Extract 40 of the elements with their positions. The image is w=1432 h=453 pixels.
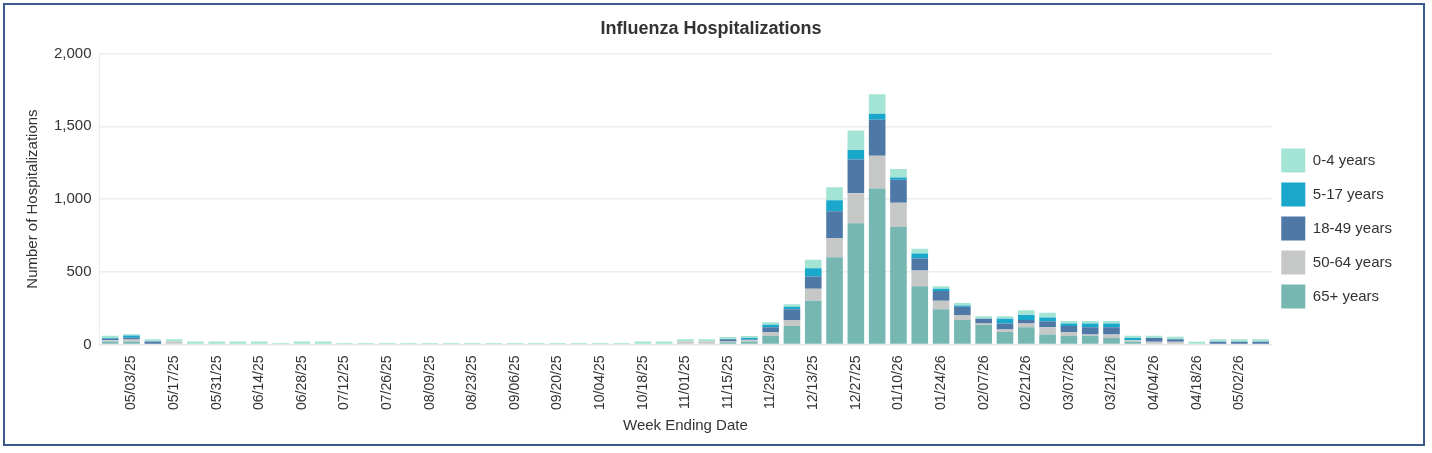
x-tick-label: 04/04/26	[1144, 355, 1161, 410]
x-tick-label: 01/24/26	[931, 355, 948, 410]
x-tick-label: 12/13/25	[804, 355, 821, 410]
x-tick-label: 08/09/25	[420, 355, 437, 410]
x-tick-label: 11/01/25	[676, 355, 693, 409]
x-tick-label: 09/06/25	[505, 355, 522, 410]
y-tick-label: 0	[83, 334, 92, 352]
x-tick-label: 09/20/25	[548, 355, 565, 410]
legend-label: 0-4 years	[1312, 150, 1376, 168]
legend-label: 5-17 years	[1312, 184, 1384, 202]
x-tick-label: 05/17/25	[164, 355, 181, 410]
x-tick-label: 12/27/25	[846, 355, 863, 410]
x-tick-label: 10/04/25	[591, 355, 608, 410]
x-tick-label: 06/14/25	[250, 355, 267, 410]
x-tick-label: 11/15/25	[718, 355, 735, 409]
x-tick-label: 10/18/25	[633, 355, 650, 410]
y-tick-label: 1,000	[53, 189, 92, 207]
x-tick-label: 03/07/26	[1059, 355, 1076, 410]
y-tick-label: 500	[66, 261, 92, 279]
x-tick-label: 04/18/26	[1187, 355, 1204, 410]
y-tick-label: 2,000	[53, 43, 92, 61]
x-tick-label: 07/12/25	[335, 355, 352, 410]
legend-label: 18-49 years	[1312, 218, 1393, 236]
x-axis-title: Week Ending Date	[623, 416, 748, 434]
y-axis-title: Number of Hospitalizations	[23, 109, 41, 289]
x-tick-label: 07/26/25	[378, 355, 395, 410]
x-tick-label: 02/07/26	[974, 355, 991, 410]
x-tick-label: 05/31/25	[207, 355, 224, 410]
x-tick-label: 11/29/25	[761, 355, 778, 409]
chart-title: Influenza Hospitalizations	[600, 17, 822, 38]
x-tick-label: 03/21/26	[1102, 355, 1119, 410]
x-tick-label: 05/02/26	[1230, 355, 1247, 410]
x-tick-label: 01/10/26	[889, 355, 906, 410]
x-tick-label: 02/21/26	[1017, 355, 1034, 410]
x-tick-label: 08/23/25	[463, 355, 480, 410]
legend-label: 50-64 years	[1312, 252, 1393, 270]
x-tick-label: 06/28/25	[292, 355, 309, 410]
legend-label: 65+ years	[1312, 286, 1380, 304]
y-tick-label: 1,500	[53, 116, 92, 134]
x-tick-label: 05/03/25	[122, 355, 139, 410]
